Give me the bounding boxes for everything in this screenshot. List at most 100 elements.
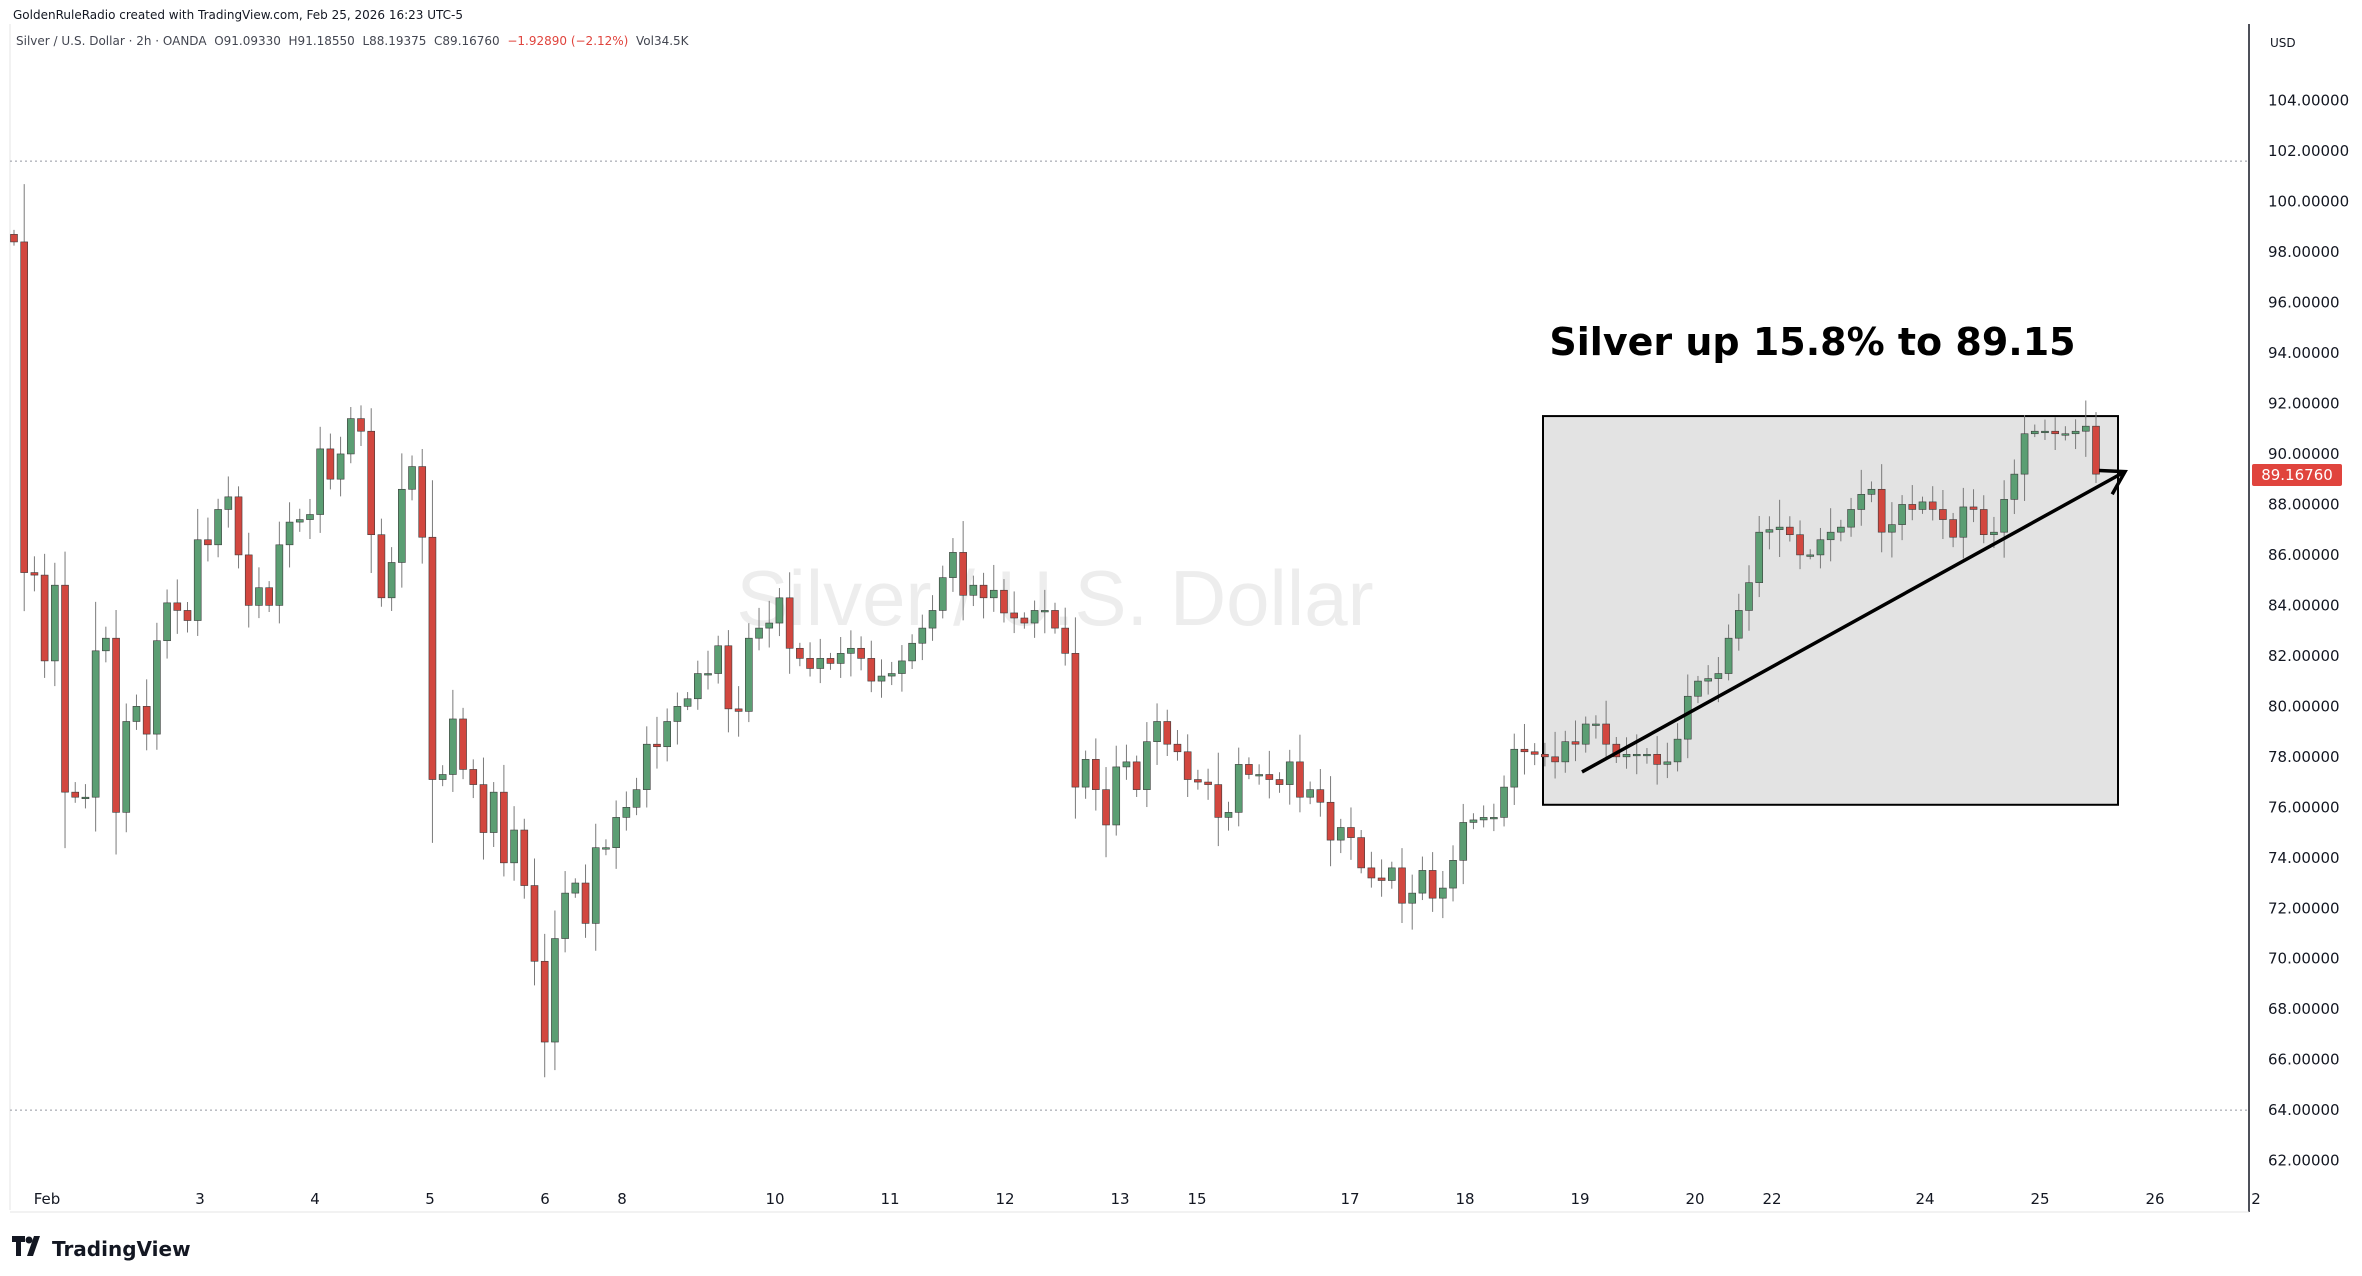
- candle-body: [2010, 473, 2019, 500]
- candle: [653, 716, 661, 769]
- candle-body: [1663, 761, 1672, 765]
- candle: [285, 502, 294, 568]
- candle-body: [244, 554, 253, 606]
- candle-body: [785, 597, 794, 649]
- candle-body: [1816, 539, 1825, 556]
- candle: [1010, 591, 1018, 634]
- candle: [1643, 748, 1651, 764]
- candle-body: [969, 584, 978, 596]
- candle: [1765, 516, 1774, 550]
- candle: [1469, 813, 1478, 830]
- candle: [734, 686, 743, 737]
- candle-body: [1520, 748, 1529, 753]
- candle-body: [1479, 817, 1488, 821]
- candle: [1571, 720, 1580, 762]
- x-tick-label: 25: [2030, 1190, 2049, 1208]
- candle: [336, 436, 345, 497]
- candle: [10, 229, 18, 246]
- y-tick-label: 64.00000: [2268, 1101, 2340, 1119]
- tradingview-brand[interactable]: TradingView: [12, 1236, 191, 1262]
- candle-body: [1918, 501, 1927, 510]
- candle: [887, 661, 896, 686]
- candle-body: [1755, 531, 1764, 583]
- x-tick-label: 2: [2251, 1190, 2261, 1208]
- y-tick-label: 76.00000: [2268, 798, 2340, 816]
- candle-body: [1367, 867, 1376, 879]
- candle-body: [306, 514, 314, 520]
- candle: [1479, 805, 1488, 828]
- candle: [2000, 480, 2008, 558]
- last-price-badge: [2252, 463, 2342, 486]
- candle-body: [683, 698, 692, 707]
- symbol-legend[interactable]: Silver / U.S. Dollar · 2h · OANDA O91.09…: [16, 34, 689, 48]
- candle-body: [765, 622, 774, 629]
- candle-body: [2092, 425, 2100, 475]
- price-axis[interactable]: USD 62.00000 64.00000 66.00000 68.00000 70.0…: [2268, 36, 2349, 1170]
- x-tick-label: 4: [310, 1190, 320, 1208]
- candle-body: [632, 789, 641, 808]
- y-tick-label: 72.00000: [2268, 899, 2340, 917]
- candle-body: [847, 647, 855, 654]
- candle-body: [551, 938, 559, 1043]
- candle: [357, 405, 365, 447]
- candle: [1051, 602, 1059, 634]
- candle-body: [959, 552, 967, 596]
- candle-body: [449, 718, 457, 775]
- candle: [2061, 426, 2070, 441]
- candle: [1020, 612, 1029, 629]
- high-value: H91.18550: [288, 34, 355, 48]
- y-tick-label: 98.00000: [2268, 243, 2340, 261]
- candle: [1796, 520, 1804, 570]
- tradingview-logo-icon: [12, 1236, 46, 1262]
- candle: [938, 565, 947, 619]
- candle: [1592, 715, 1600, 739]
- candle-body: [653, 743, 661, 748]
- candle: [1755, 515, 1764, 598]
- candle: [1040, 589, 1049, 634]
- candle: [1173, 729, 1182, 761]
- candle: [91, 601, 100, 832]
- candle: [367, 408, 376, 574]
- y-tick-label: 62.00000: [2268, 1152, 2340, 1170]
- candle: [1949, 512, 1957, 548]
- trend-arrow-line[interactable]: [1581, 470, 2126, 774]
- candle: [438, 765, 447, 787]
- candle: [602, 839, 610, 856]
- candle: [102, 626, 110, 663]
- annotation-rectangle[interactable]: [1542, 415, 2119, 806]
- candle: [1867, 481, 1876, 503]
- candle: [1877, 464, 1886, 553]
- candle: [1918, 496, 1927, 514]
- candle: [183, 602, 192, 633]
- candle: [785, 572, 794, 674]
- candle-body: [1683, 695, 1692, 740]
- candle: [898, 645, 906, 692]
- candle-body: [2051, 430, 2059, 435]
- candle: [918, 614, 927, 661]
- last-price-label: 89.16760: [2252, 463, 2342, 486]
- candle: [632, 777, 641, 816]
- candle-body: [734, 708, 743, 712]
- candle-body: [1071, 653, 1080, 788]
- candle: [1234, 747, 1243, 827]
- candle: [173, 579, 182, 634]
- candle: [663, 708, 671, 762]
- candle-body: [1020, 617, 1029, 624]
- candle-body: [877, 675, 886, 682]
- candle-body: [1867, 488, 1876, 495]
- volume-value: Vol34.5K: [636, 34, 689, 48]
- candle: [1745, 565, 1753, 631]
- candle: [51, 562, 59, 687]
- candle-body: [142, 706, 151, 735]
- candle-body: [775, 597, 784, 624]
- candle-body: [1724, 637, 1733, 674]
- candle: [1673, 723, 1682, 772]
- candle-body: [367, 430, 376, 536]
- candle: [1683, 674, 1692, 759]
- x-tick-label: 3: [195, 1190, 205, 1208]
- time-axis[interactable]: Feb 3 4 5 6 8 10 11 12 13 15 17 18 19 20 22 24 25 26 2: [34, 1190, 2261, 1208]
- candle-body: [1122, 761, 1131, 768]
- candle: [489, 782, 498, 847]
- candle: [2010, 459, 2019, 515]
